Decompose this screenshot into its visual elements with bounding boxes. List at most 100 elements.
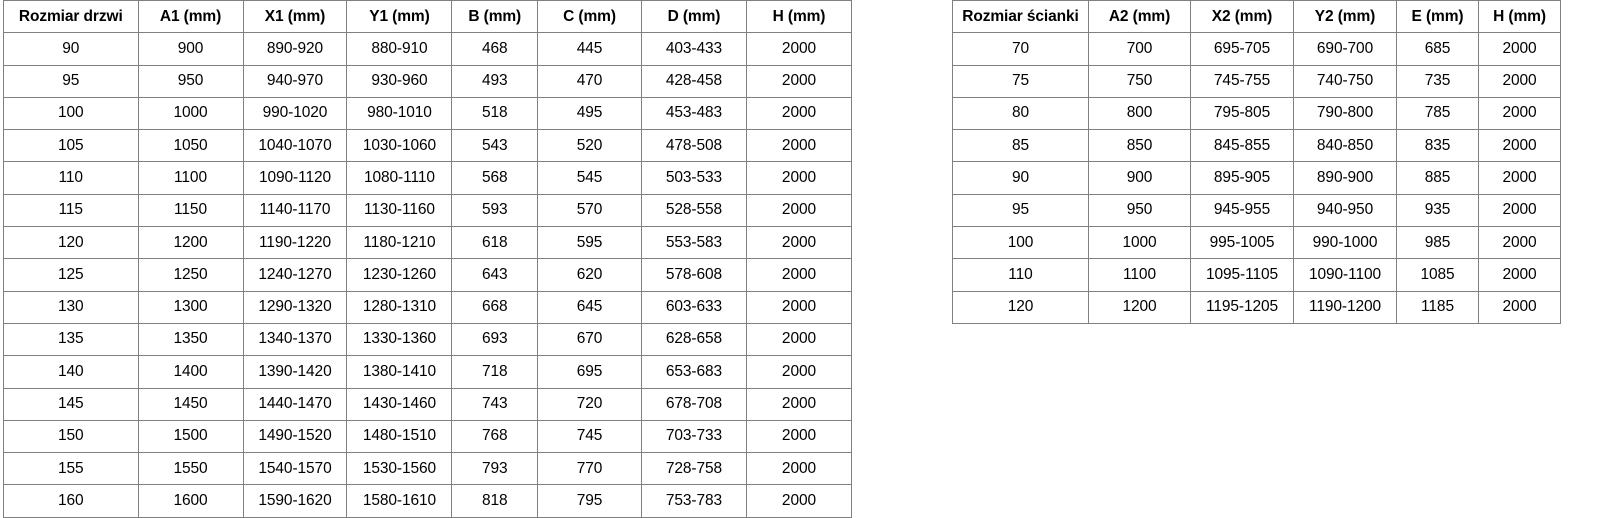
table-cell: 990-1020 (242, 96, 348, 131)
table-cell: 735 (1396, 64, 1479, 98)
table-cell: 150 (3, 419, 139, 454)
table-cell: 1190-1200 (1293, 290, 1397, 324)
table-cell: 2000 (1478, 64, 1561, 98)
table-cell: 545 (537, 161, 642, 195)
table-row: 80 800 795-805 790-800 785 2000 (952, 96, 1561, 131)
table-cell: 745-755 (1190, 64, 1294, 98)
table-cell: 145 (3, 387, 139, 421)
table-cell: 453-483 (640, 96, 747, 131)
table-cell: 685 (1396, 32, 1479, 66)
table-cell: 75 (952, 64, 1089, 98)
wall-size-table: Rozmiar ścianki A2 (mm) X2 (mm) Y2 (mm) E (m… (952, 0, 1561, 324)
table-cell: 720 (537, 387, 642, 421)
table-cell: 80 (952, 96, 1089, 131)
table-cell: 945-955 (1190, 193, 1294, 228)
table-cell: 950 (137, 64, 244, 98)
table-cell: 2000 (745, 129, 853, 163)
table-cell: 620 (537, 258, 642, 292)
column-header: Rozmiar drzwi (3, 0, 139, 34)
table-cell: 1080-1110 (346, 161, 453, 195)
table-cell: 1150 (137, 193, 244, 228)
table-cell: 728-758 (640, 452, 747, 486)
table-cell: 940-970 (242, 64, 348, 98)
table-cell: 90 (3, 32, 139, 66)
table-cell: 495 (537, 96, 642, 131)
door-size-table: Rozmiar drzwi A1 (mm) X1 (mm) Y1 (mm) B (mm)… (3, 0, 853, 518)
table-cell: 900 (1088, 161, 1191, 195)
table-cell: 1000 (1088, 226, 1191, 260)
table-row: 120 1200 1195-1205 1190-1200 1185 2000 (952, 290, 1561, 324)
table-cell: 1195-1205 (1190, 290, 1294, 324)
table-cell: 528-558 (640, 193, 747, 228)
table-cell: 695 (537, 355, 642, 389)
table-cell: 1590-1620 (242, 484, 348, 518)
table-cell: 95 (952, 193, 1089, 228)
column-header: Rozmiar ścianki (952, 0, 1089, 34)
column-header: A2 (mm) (1088, 0, 1191, 34)
table-cell: 2000 (1478, 32, 1561, 66)
table-cell: 618 (451, 226, 539, 260)
table-cell: 785 (1396, 96, 1479, 131)
table-cell: 840-850 (1293, 129, 1397, 163)
table-cell: 1550 (137, 452, 244, 486)
table-cell: 2000 (745, 258, 853, 292)
header-row: Rozmiar drzwi A1 (mm) X1 (mm) Y1 (mm) B (mm)… (3, 0, 853, 34)
table-row: 150 1500 1490-1520 1480-1510 768 745 703-733 20… (3, 419, 853, 454)
table-cell: 130 (3, 290, 139, 324)
table-cell: 570 (537, 193, 642, 228)
table-row: 90 900 890-920 880-910 468 445 403-433 2000 (3, 32, 853, 66)
table-cell: 100 (952, 226, 1089, 260)
table-cell: 595 (537, 226, 642, 260)
table-row: 120 1200 1190-1220 1180-1210 618 595 553-583 20… (3, 226, 853, 260)
column-header: D (mm) (640, 0, 747, 34)
table-cell: 1380-1410 (346, 355, 453, 389)
table-body: 70 700 695-705 690-700 685 2000 75 750 745-755 74… (952, 32, 1561, 324)
table-cell: 70 (952, 32, 1089, 66)
table-cell: 900 (137, 32, 244, 66)
table-cell: 2000 (1478, 96, 1561, 131)
table-cell: 403-433 (640, 32, 747, 66)
column-header: H (mm) (1478, 0, 1561, 34)
column-header: Y2 (mm) (1293, 0, 1397, 34)
table-cell: 1490-1520 (242, 419, 348, 454)
table-cell: 2000 (1478, 161, 1561, 195)
table-cell: 593 (451, 193, 539, 228)
table-cell: 1290-1320 (242, 290, 348, 324)
table-cell: 750 (1088, 64, 1191, 98)
table-cell: 2000 (745, 193, 853, 228)
table-cell: 1000 (137, 96, 244, 131)
column-header: H (mm) (745, 0, 853, 34)
column-header: C (mm) (537, 0, 642, 34)
table-cell: 2000 (1478, 129, 1561, 163)
table-cell: 428-458 (640, 64, 747, 98)
table-cell: 543 (451, 129, 539, 163)
table-row: 130 1300 1290-1320 1280-1310 668 645 603-633 20… (3, 290, 853, 324)
table-cell: 1200 (137, 226, 244, 260)
table-cell: 2000 (1478, 226, 1561, 260)
table-row: 100 1000 995-1005 990-1000 985 2000 (952, 226, 1561, 260)
table-cell: 503-533 (640, 161, 747, 195)
table-cell: 135 (3, 322, 139, 357)
table-cell: 793 (451, 452, 539, 486)
table-body: 90 900 890-920 880-910 468 445 403-433 2000 95 95… (3, 32, 853, 518)
table-cell: 478-508 (640, 129, 747, 163)
table-cell: 1250 (137, 258, 244, 292)
table-cell: 2000 (745, 161, 853, 195)
table-cell: 1280-1310 (346, 290, 453, 324)
table-row: 125 1250 1240-1270 1230-1260 643 620 578-608 20… (3, 258, 853, 292)
table-cell: 115 (3, 193, 139, 228)
table-row: 140 1400 1390-1420 1380-1410 718 695 653-683 20… (3, 355, 853, 389)
table-cell: 2000 (745, 96, 853, 131)
table-cell: 1095-1105 (1190, 258, 1294, 292)
table-cell: 1430-1460 (346, 387, 453, 421)
column-header: E (mm) (1396, 0, 1479, 34)
table-row: 115 1150 1140-1170 1130-1160 593 570 528-558 20… (3, 193, 853, 228)
table-cell: 445 (537, 32, 642, 66)
table-cell: 2000 (745, 322, 853, 357)
column-header: A1 (mm) (137, 0, 244, 34)
table-row: 105 1050 1040-1070 1030-1060 543 520 478-508 20… (3, 129, 853, 163)
table-cell: 745 (537, 419, 642, 454)
table-cell: 743 (451, 387, 539, 421)
table-cell: 1190-1220 (242, 226, 348, 260)
